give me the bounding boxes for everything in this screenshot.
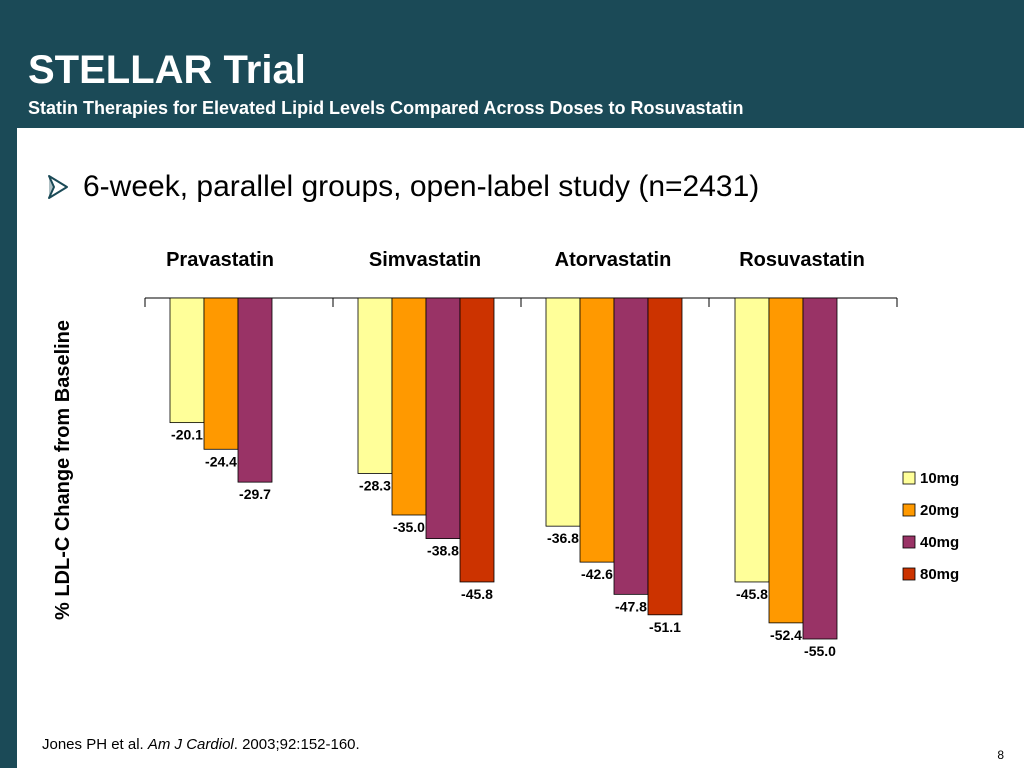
category-label: Rosuvastatin — [739, 249, 865, 271]
bar-value-label: -55.0 — [804, 643, 836, 659]
bar-value-label: -24.4 — [205, 453, 237, 469]
citation-authors: Jones PH et al. — [42, 736, 148, 753]
legend-swatch — [902, 567, 916, 581]
legend-label: 20mg — [920, 502, 959, 519]
bar — [768, 297, 804, 624]
bar-value-label: -52.4 — [770, 627, 802, 643]
bar-value-label: -28.3 — [359, 477, 391, 493]
bar-value-label: -20.1 — [171, 427, 203, 443]
citation-details: . 2003;92:152-160. — [233, 736, 360, 753]
slide-content: 6-week, parallel groups, open-label stud… — [17, 128, 1024, 768]
bar — [647, 297, 683, 616]
bar-value-label: -51.1 — [649, 619, 681, 635]
citation: Jones PH et al. Am J Cardiol. 2003;92:15… — [42, 736, 360, 753]
slide-header: STELLAR Trial Statin Therapies for Eleva… — [0, 0, 1024, 128]
legend-swatch — [902, 503, 916, 517]
bar-value-label: -29.7 — [239, 486, 271, 502]
bar — [169, 297, 205, 424]
bar-value-label: -38.8 — [427, 543, 459, 559]
bar — [425, 297, 461, 539]
bar — [391, 297, 427, 516]
bar — [357, 297, 393, 474]
bar-value-label: -47.8 — [615, 598, 647, 614]
bar — [802, 297, 838, 640]
category-label: Simvastatin — [369, 249, 481, 271]
bar — [734, 297, 770, 583]
legend-swatch — [902, 471, 916, 485]
bar-value-label: -45.8 — [461, 586, 493, 602]
y-axis-label: % LDL-C Change from Baseline — [52, 320, 74, 620]
bar — [203, 297, 239, 450]
ldl-change-bar-chart: % LDL-C Change from Baseline Pravastatin S… — [52, 249, 959, 659]
slide-title: STELLAR Trial — [28, 48, 306, 92]
bar — [459, 297, 495, 583]
bullet-text: 6-week, parallel groups, open-label stud… — [83, 170, 760, 203]
bar-value-label: -36.8 — [547, 530, 579, 546]
bar — [613, 297, 649, 595]
bar-value-label: -42.6 — [581, 566, 613, 582]
slide-subtitle: Statin Therapies for Elevated Lipid Leve… — [28, 98, 744, 118]
bar — [237, 297, 273, 483]
bar — [579, 297, 615, 563]
citation-journal: Am J Cardiol — [147, 736, 234, 753]
bullet-point: 6-week, parallel groups, open-label stud… — [47, 170, 759, 204]
category-label: Pravastatin — [166, 249, 274, 271]
legend-swatch — [902, 535, 916, 549]
bar — [545, 297, 581, 527]
legend-label: 10mg — [920, 470, 959, 487]
bar-value-label: -35.0 — [393, 519, 425, 535]
legend-label: 80mg — [920, 566, 959, 583]
bar-value-label: -45.8 — [736, 586, 768, 602]
arrow-bullet-icon — [48, 175, 68, 199]
page-number: 8 — [997, 748, 1004, 762]
legend-label: 40mg — [920, 534, 959, 551]
category-label: Atorvastatin — [555, 249, 672, 271]
